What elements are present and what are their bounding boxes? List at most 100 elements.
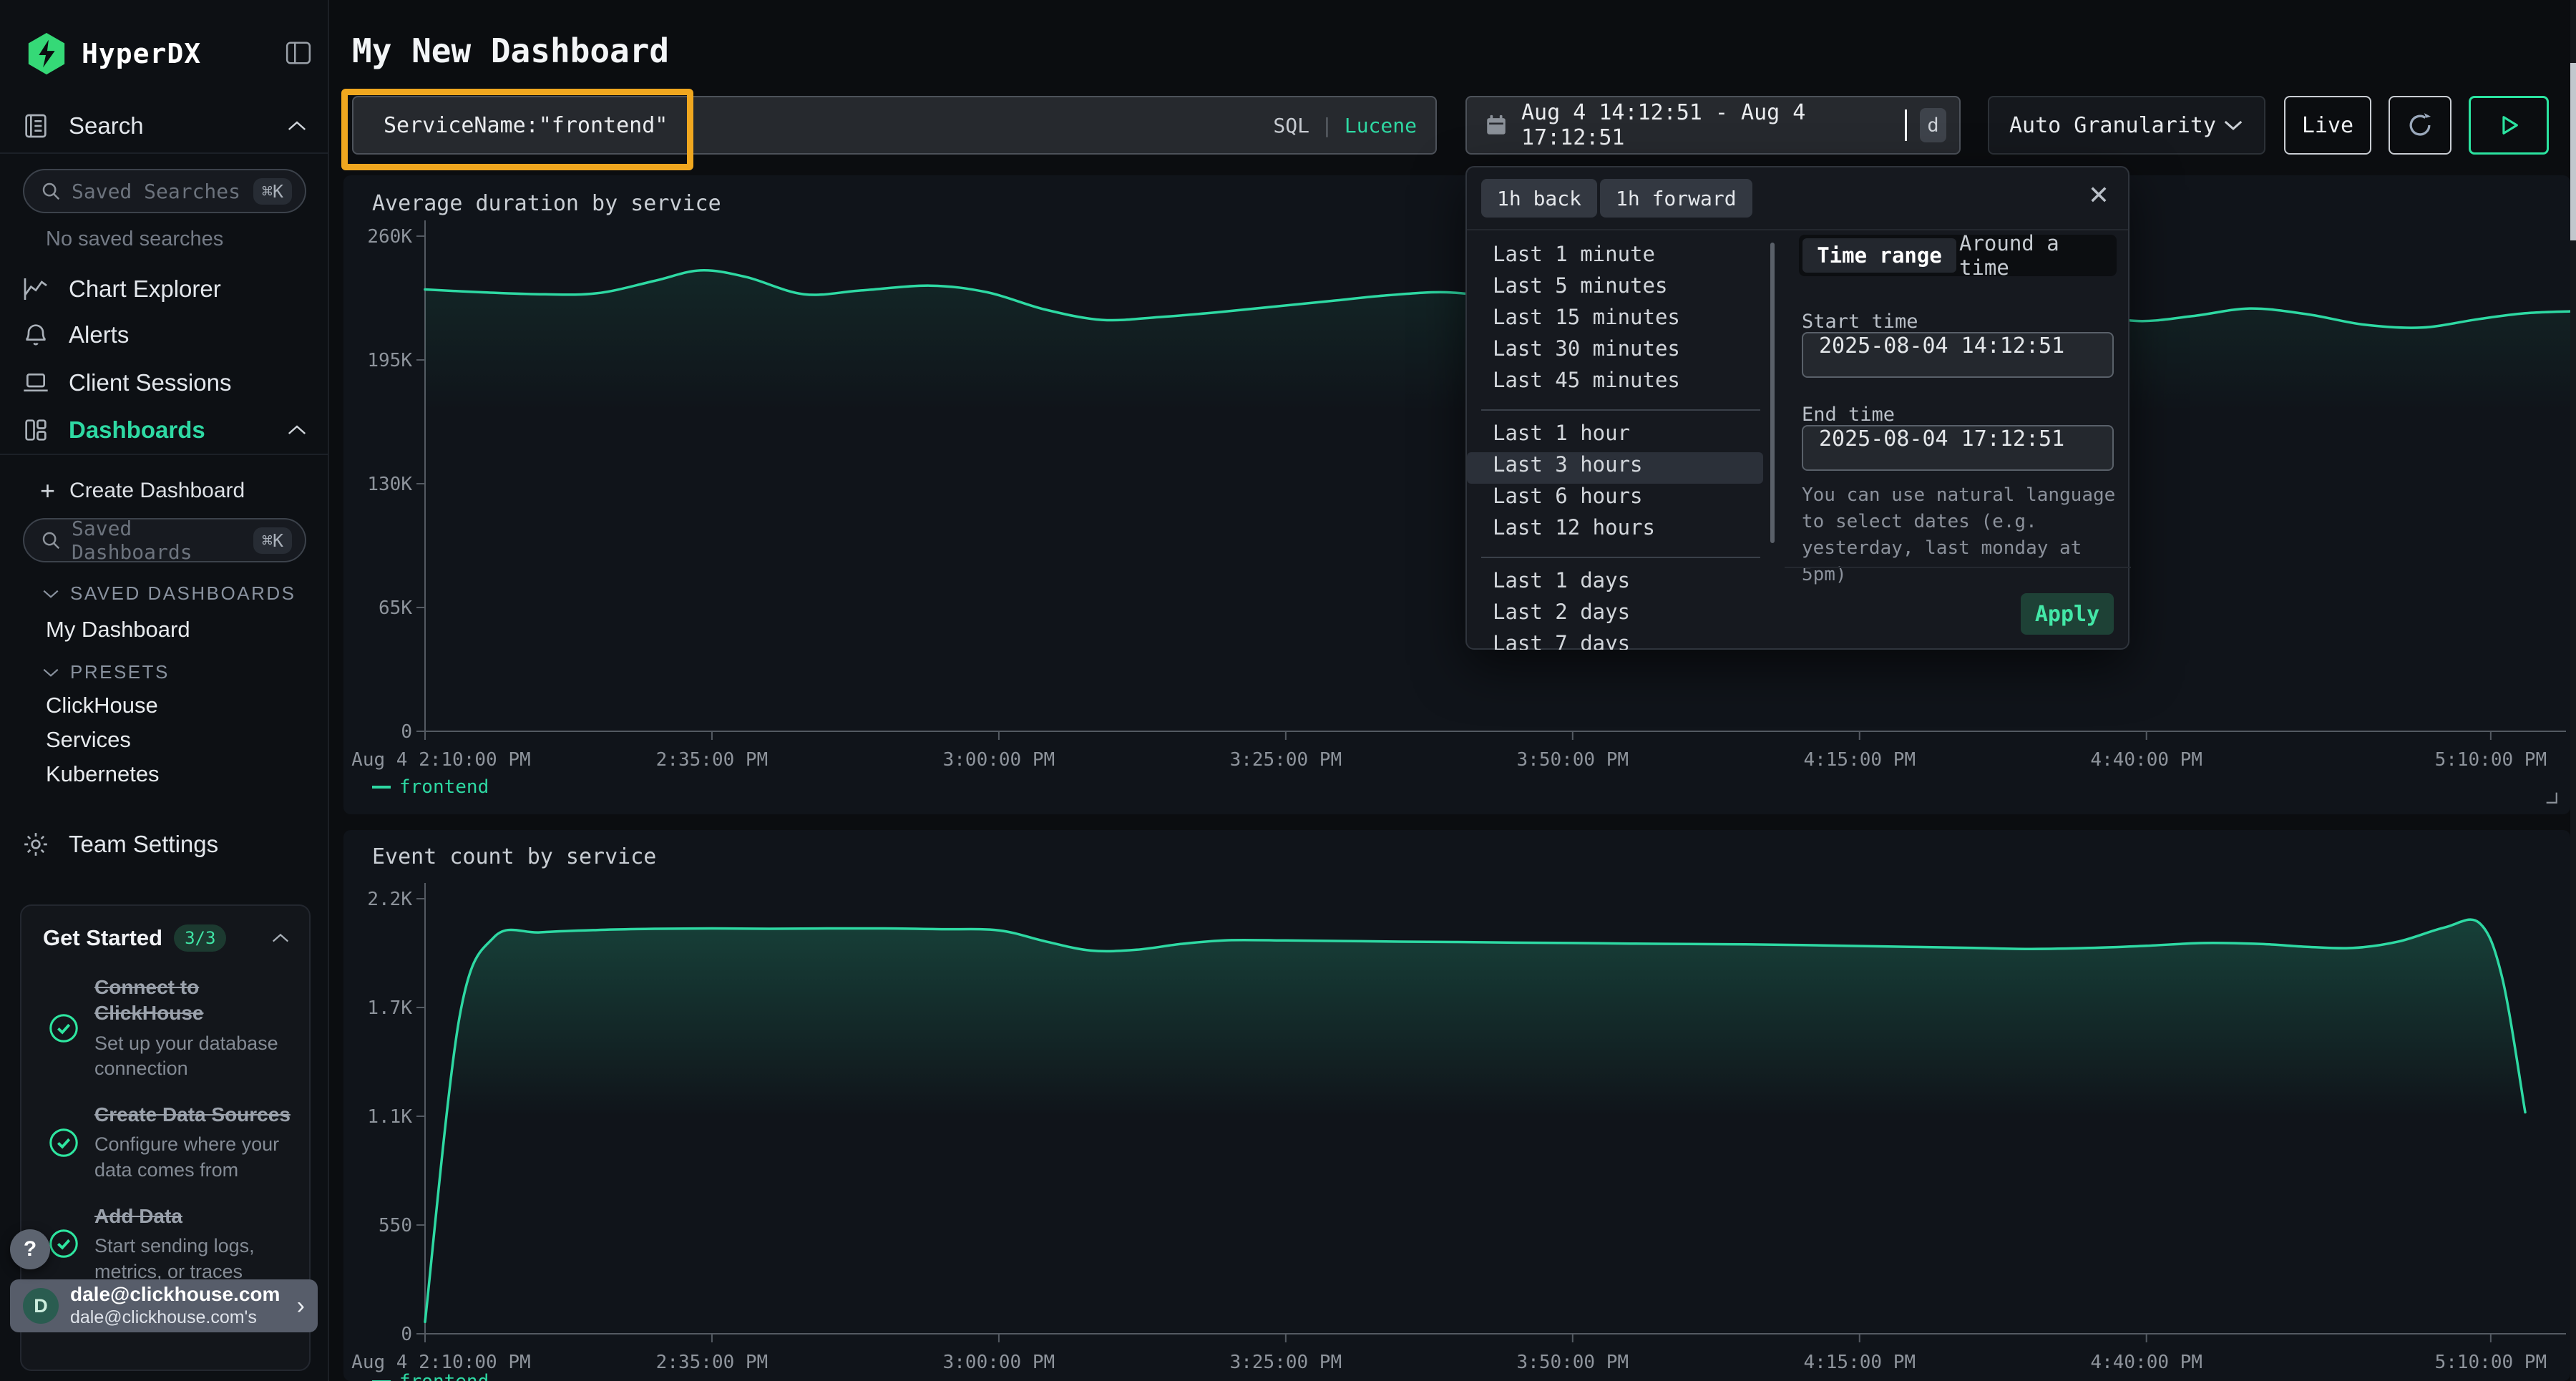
list-scrollbar[interactable] (1770, 243, 1775, 543)
search-filter-input[interactable]: ServiceName:"frontend" SQL | Lucene (352, 96, 1437, 155)
svg-text:1.1K: 1.1K (367, 1106, 412, 1128)
time-range-option[interactable]: Last 7 days (1493, 631, 1631, 650)
close-icon[interactable]: ✕ (2087, 180, 2109, 210)
start-time-label: Start time (1802, 311, 1918, 333)
time-range-option[interactable]: Last 3 hours (1467, 452, 1763, 484)
chart-panel-avg-duration: Average duration by service 0 65K 130K 195K… (343, 175, 2570, 814)
sidebar-item-client-sessions[interactable]: Client Sessions (21, 363, 308, 403)
saved-dashboards-input[interactable]: Saved Dashboards ⌘K (23, 517, 306, 564)
chart-legend[interactable]: frontend (372, 1371, 489, 1381)
time-picker-tabs: Time range Around a time (1799, 231, 2117, 280)
chevron-right-icon: › (296, 1292, 305, 1319)
chart-panel-event-count: Event count by service 0 550 1.1K 1.7K 2.2K A… (343, 830, 2570, 1381)
create-dashboard-button[interactable]: + Create Dashboard (40, 471, 326, 511)
sidebar-item-kubernetes[interactable]: Kubernetes (46, 761, 160, 786)
create-dashboard-label: Create Dashboard (69, 479, 245, 502)
section-label: SAVED DASHBOARDS (70, 582, 296, 604)
refresh-button[interactable] (2389, 96, 2451, 155)
checklist-item[interactable]: Connect to ClickHouse Set up your databas… (47, 975, 295, 1082)
sidebar-item-clickhouse[interactable]: ClickHouse (46, 693, 158, 718)
legend-label: frontend (399, 776, 489, 798)
resize-handle-icon[interactable] (2540, 786, 2559, 809)
chevron-down-icon (43, 590, 59, 598)
chart-legend[interactable]: frontend (372, 776, 489, 798)
svg-text:Aug 4 2:10:00 PM: Aug 4 2:10:00 PM (351, 1352, 530, 1373)
page-scrollbar[interactable] (2570, 0, 2576, 1381)
start-time-input[interactable]: 2025-08-04 14:12:51 (1802, 332, 2114, 378)
time-range-option[interactable]: Last 2 days (1493, 600, 1631, 624)
tab-time-range[interactable]: Time range (1802, 238, 1956, 273)
svg-text:Aug 4 2:10:00 PM: Aug 4 2:10:00 PM (351, 749, 530, 771)
shift-forward-button[interactable]: 1h forward (1600, 179, 1752, 218)
sql-toggle[interactable]: SQL (1273, 113, 1309, 137)
time-range-option[interactable]: Last 45 minutes (1493, 368, 1680, 392)
saved-searches-placeholder: Saved Searches (72, 179, 241, 203)
chart1-svg: 0 65K 130K 195K 260K Aug 4 2:10:00 PM 2:35:00 … (351, 220, 2570, 771)
laptop-icon (21, 369, 50, 397)
time-range-option[interactable]: Last 12 hours (1493, 515, 1655, 540)
sidebar-item-services[interactable]: Services (46, 727, 131, 752)
sidebar-item-alerts[interactable]: Alerts (21, 315, 308, 355)
checklist-item-desc: Configure where your data comes from (94, 1133, 280, 1181)
end-time-input[interactable]: 2025-08-04 17:12:51 (1802, 425, 2114, 471)
divider (1481, 557, 1760, 558)
tab-around-a-time[interactable]: Around a time (1959, 231, 2059, 280)
sidebar-item-label: Client Sessions (69, 369, 232, 396)
progress-badge: 3/3 (174, 924, 227, 952)
logo-row: HyperDX (24, 30, 305, 77)
time-range-input[interactable]: Aug 4 14:12:51 - Aug 4 17:12:51 d (1465, 96, 1961, 155)
dashboards-grid-icon (21, 416, 50, 444)
time-range-option[interactable]: Last 1 days (1493, 568, 1631, 592)
sidebar-item-chart-explorer[interactable]: Chart Explorer (21, 269, 308, 309)
sidebar-item-my-dashboard[interactable]: My Dashboard (46, 617, 190, 642)
checklist-item[interactable]: Add Data Start sending logs, metrics, or … (47, 1204, 295, 1285)
section-presets[interactable]: PRESETS (42, 661, 170, 683)
checklist-item[interactable]: Create Data Sources Configure where your … (47, 1102, 295, 1184)
chevron-down-icon (2223, 119, 2244, 132)
check-circle-icon (47, 1227, 80, 1260)
check-circle-icon (47, 1012, 80, 1045)
chart2-svg: 0 550 1.1K 1.7K 2.2K Aug 4 2:10:00 PM 2:35:00 … (351, 883, 2566, 1373)
granularity-value: Auto Granularity (2009, 112, 2216, 138)
svg-text:3:00:00 PM: 3:00:00 PM (943, 1352, 1055, 1373)
divider: | (1320, 113, 1333, 137)
shift-back-button[interactable]: 1h back (1481, 179, 1598, 218)
svg-text:2:35:00 PM: 2:35:00 PM (656, 1352, 769, 1373)
saved-searches-input[interactable]: Saved Searches ⌘K (23, 169, 306, 213)
time-range-option[interactable]: Last 15 minutes (1493, 305, 1680, 329)
time-range-option[interactable]: Last 30 minutes (1493, 336, 1680, 361)
divider (0, 454, 328, 455)
sidebar-item-dashboards[interactable]: Dashboards (21, 410, 308, 450)
svg-text:3:00:00 PM: 3:00:00 PM (943, 749, 1055, 771)
scrollbar-thumb[interactable] (2570, 63, 2576, 240)
section-saved-dashboards[interactable]: SAVED DASHBOARDS (42, 582, 296, 605)
svg-text:2.2K: 2.2K (367, 889, 412, 910)
live-button[interactable]: Live (2284, 96, 2371, 155)
help-button[interactable]: ? (10, 1229, 50, 1269)
sidebar: HyperDX Search Saved Searches ⌘K No save… (0, 0, 329, 1381)
granularity-select[interactable]: Auto Granularity (1988, 96, 2265, 155)
time-range-option[interactable]: Last 1 hour (1493, 421, 1631, 445)
apply-button[interactable]: Apply (2021, 593, 2114, 635)
chart-title: Average duration by service (372, 191, 721, 216)
svg-text:3:25:00 PM: 3:25:00 PM (1230, 1352, 1342, 1373)
custom-range-pane: Time range Around a time Start time 2025… (1785, 230, 2131, 651)
lucene-toggle[interactable]: Lucene (1344, 113, 1417, 137)
sidebar-item-team-settings[interactable]: Team Settings (21, 824, 308, 864)
divider (1481, 409, 1760, 411)
time-range-option[interactable]: Last 6 hours (1493, 484, 1643, 508)
language-toggle[interactable]: SQL | Lucene (1273, 114, 1417, 137)
user-menu[interactable]: D dale@clickhouse.com dale@clickhouse.co… (10, 1279, 318, 1332)
time-range-option[interactable]: Last 1 minute (1493, 242, 1655, 266)
run-query-button[interactable] (2469, 96, 2549, 155)
time-range-option[interactable]: Last 5 minutes (1493, 273, 1668, 298)
sidebar-item-label: Search (69, 112, 144, 139)
sidebar-item-search[interactable]: Search (21, 106, 308, 146)
svg-text:0: 0 (401, 1324, 412, 1345)
sidebar-item-label: Dashboards (69, 416, 205, 443)
svg-text:65K: 65K (379, 597, 412, 619)
svg-text:4:15:00 PM: 4:15:00 PM (1803, 749, 1916, 771)
svg-text:4:40:00 PM: 4:40:00 PM (2090, 749, 2202, 771)
sidebar-collapse-icon[interactable] (285, 40, 312, 69)
get-started-header[interactable]: Get Started 3/3 (43, 924, 291, 952)
